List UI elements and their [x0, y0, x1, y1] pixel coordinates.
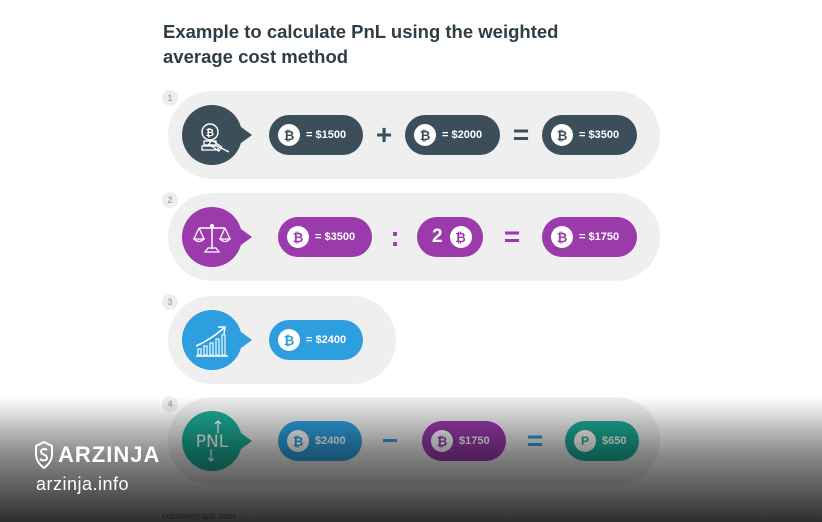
pill-value: = $2400	[306, 334, 347, 346]
bitcoin-icon: ₿	[414, 124, 436, 146]
bitcoin-icon: ₿	[551, 124, 573, 146]
formula-pill: ₿ = $2000	[405, 115, 500, 155]
watermark-brand-text: ARZINJA	[58, 442, 161, 467]
badge-text: PNL	[196, 432, 229, 452]
pill-value: = $1750	[579, 231, 620, 243]
pill-value: $1750	[459, 435, 490, 447]
arrow-right-icon	[241, 332, 252, 348]
arrow-right-icon	[241, 433, 252, 449]
step-badge	[182, 207, 252, 267]
balance-scale-icon	[192, 224, 232, 253]
rising-chart-icon	[195, 326, 228, 357]
operator: +	[375, 119, 393, 150]
bitcoin-icon: ₿	[431, 430, 453, 452]
operator: =	[503, 221, 521, 252]
pill-value: = $3500	[315, 231, 356, 243]
step-badge: ₿	[182, 105, 252, 165]
watermark-url: arzinja.info	[36, 474, 130, 494]
pill-value: = $2000	[442, 129, 483, 141]
formula-pill: ₿ = $1750	[542, 217, 637, 257]
pill-value: = $3500	[579, 129, 620, 141]
bitcoin-icon: ₿	[287, 226, 309, 248]
pill-value: = $1500	[306, 129, 347, 141]
auction-hammer-bitcoin-icon: ₿	[201, 123, 230, 153]
bitcoin-icon: ₿	[449, 226, 472, 248]
formula-pill: ₿ = $1500	[269, 115, 363, 155]
step-number: 2	[162, 192, 178, 208]
formula-pill: ₿ = $3500	[278, 217, 372, 257]
step-number: 4	[162, 396, 178, 412]
step-badge: PNL	[182, 411, 252, 471]
operator: −	[381, 425, 399, 456]
operator: :	[390, 221, 400, 252]
step-badge	[182, 310, 252, 370]
arzinja-logo-icon	[35, 441, 53, 469]
source-credit: cointelegraph.com	[162, 511, 236, 521]
bitcoin-icon: ₿	[278, 329, 300, 351]
bitcoin-icon: ₿	[278, 124, 300, 146]
arrow-right-icon	[241, 127, 252, 143]
pnl-arrows-icon: PNL	[196, 420, 229, 462]
pill-value: $650	[602, 435, 627, 447]
bitcoin-icon: ₿	[287, 430, 309, 452]
watermark-brand: ARZINJA	[34, 441, 160, 469]
diagram-title: Example to calculate PnL using the weigh…	[163, 21, 559, 67]
pill-value: $2400	[315, 435, 346, 447]
formula-pill: 2 ₿	[417, 217, 483, 257]
formula-pill: ₿ $1750	[422, 421, 506, 461]
step-number: 3	[162, 294, 178, 310]
operator: =	[526, 425, 544, 456]
operator: =	[512, 119, 530, 150]
pill-value: 2	[432, 226, 443, 247]
formula-pill: ₿ $2400	[278, 421, 362, 461]
svg-text:₿: ₿	[206, 127, 214, 139]
formula-pill: ₿ = $3500	[542, 115, 637, 155]
step-row-2: ₿ = $3500 : 2 ₿ = ₿ = $1750	[168, 193, 660, 281]
step-row-1: ₿ ₿ = $1500 + ₿ = $2000 = ₿ = $3500	[168, 91, 660, 179]
step-row-3: ₿ = $2400	[168, 296, 396, 384]
coin-p-icon: P	[574, 430, 596, 452]
formula-pill: ₿ = $2400	[269, 320, 363, 360]
bitcoin-icon: ₿	[551, 226, 573, 248]
step-number: 1	[162, 90, 178, 106]
formula-pill: P $650	[565, 421, 639, 461]
arrow-right-icon	[241, 229, 252, 245]
step-row-4: PNL ₿ $2400 − ₿ $1750 = P $650	[168, 397, 660, 485]
